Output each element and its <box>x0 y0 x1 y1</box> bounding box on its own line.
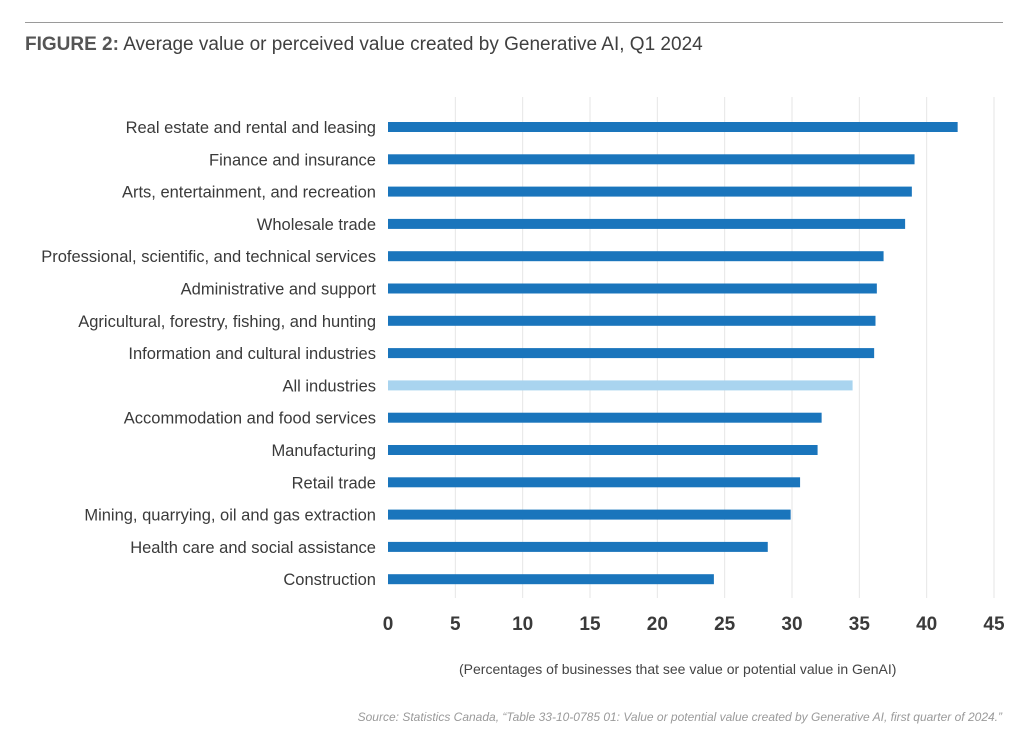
category-labels: Real estate and rental and leasing Financ… <box>41 119 376 589</box>
x-axis-ticks: 0 5 10 15 20 25 30 35 40 45 <box>383 614 1005 635</box>
x-tick-label: 0 <box>383 614 394 635</box>
bar <box>388 251 884 262</box>
x-tick-label: 10 <box>512 614 533 635</box>
grid-lines <box>454 97 995 598</box>
x-tick-label: 20 <box>647 614 668 635</box>
bar <box>388 315 876 326</box>
category-label: Construction <box>283 571 376 589</box>
bar <box>388 509 791 520</box>
category-label: Arts, entertainment, and recreation <box>122 184 376 202</box>
x-tick-label: 40 <box>916 614 937 635</box>
bar <box>388 380 853 391</box>
category-label: Real estate and rental and leasing <box>126 119 376 137</box>
bar <box>388 445 818 455</box>
bar <box>388 122 958 132</box>
bar <box>388 283 877 294</box>
bars <box>388 122 958 585</box>
category-label: Information and cultural industries <box>128 345 376 363</box>
x-tick-label: 15 <box>579 614 601 635</box>
bar <box>388 348 875 359</box>
bar <box>388 574 714 585</box>
x-tick-label: 5 <box>450 614 461 635</box>
bar <box>388 412 822 423</box>
bar <box>388 477 801 488</box>
figure-title-text: Average value or perceived value created… <box>123 34 703 55</box>
category-label: Accommodation and food services <box>124 410 376 428</box>
category-label: Mining, quarrying, oil and gas extractio… <box>84 507 376 525</box>
category-label: Agricultural, forestry, fishing, and hun… <box>78 313 376 331</box>
category-label: Administrative and support <box>181 281 377 299</box>
bar <box>388 154 915 165</box>
bar <box>388 218 906 229</box>
bar <box>388 541 768 552</box>
source-note: Source: Statistics Canada, “Table 33-10-… <box>357 710 1002 724</box>
category-label: Finance and insurance <box>209 151 376 169</box>
x-axis-label: (Percentages of businesses that see valu… <box>459 661 897 677</box>
x-tick-label: 30 <box>781 614 802 635</box>
category-label: Professional, scientific, and technical … <box>41 248 376 266</box>
figure-title: FIGURE 2: Average value or perceived val… <box>25 34 703 56</box>
x-tick-label: 25 <box>714 614 736 635</box>
category-label: Health care and social assistance <box>130 539 376 557</box>
bar <box>388 186 912 197</box>
top-rule <box>25 22 1003 23</box>
category-label: Manufacturing <box>271 442 376 460</box>
category-label: All industries <box>282 377 376 395</box>
category-label: Retail trade <box>292 474 376 492</box>
x-tick-label: 35 <box>849 614 871 635</box>
figure-prefix: FIGURE 2: <box>25 34 119 55</box>
x-tick-label: 45 <box>983 614 1005 635</box>
category-label: Wholesale trade <box>257 216 376 234</box>
